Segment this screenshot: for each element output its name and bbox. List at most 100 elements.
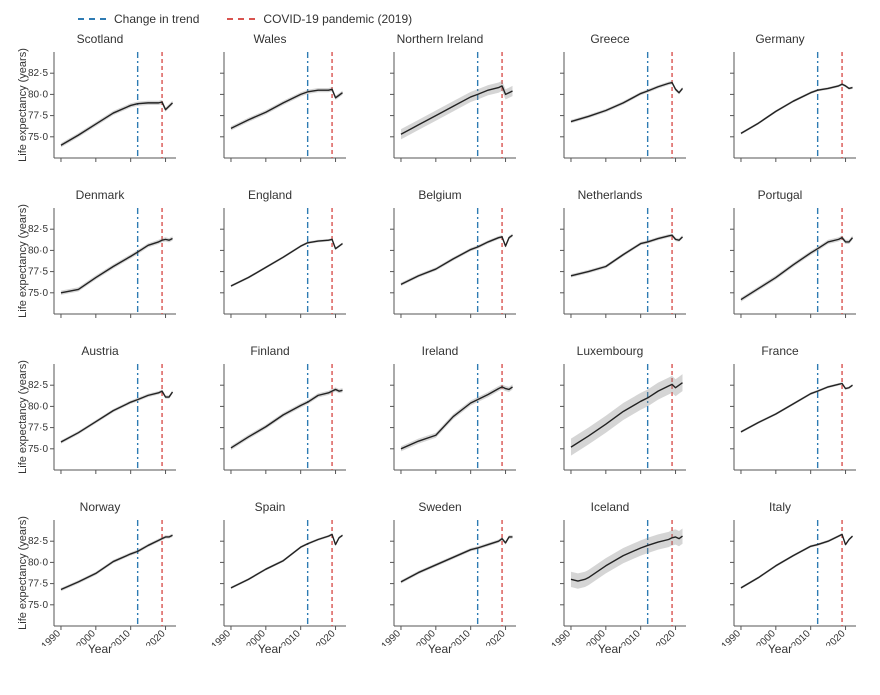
- legend-label-trend: Change in trend: [114, 12, 199, 26]
- panel-italy: Italy 1990 2000 2010 2020: [698, 500, 862, 646]
- panel-title: Italy: [698, 500, 862, 514]
- svg-text:82·5: 82·5: [28, 68, 48, 79]
- panel-plot: [528, 48, 690, 178]
- svg-text:2000: 2000: [584, 628, 608, 646]
- svg-text:Life expectancy (years): Life expectancy (years): [18, 516, 29, 630]
- svg-text:2000: 2000: [244, 628, 268, 646]
- panel-title: Wales: [188, 32, 352, 46]
- panel-title: Luxembourg: [528, 344, 692, 358]
- panel-plot: [188, 360, 350, 490]
- legend-item-trend: Change in trend: [78, 12, 199, 26]
- svg-text:1990: 1990: [210, 628, 234, 646]
- panel-title: Germany: [698, 32, 862, 46]
- panel-title: Portugal: [698, 188, 862, 202]
- panel-netherlands: Netherlands: [528, 188, 692, 334]
- svg-text:82·5: 82·5: [28, 536, 48, 547]
- svg-text:82·5: 82·5: [28, 380, 48, 391]
- svg-text:75·0: 75·0: [28, 600, 48, 611]
- panel-plot: [698, 204, 860, 334]
- svg-text:2010: 2010: [789, 628, 813, 646]
- legend-swatch-trend: [78, 18, 106, 20]
- svg-text:Life expectancy (years): Life expectancy (years): [18, 204, 29, 318]
- svg-text:2020: 2020: [484, 628, 508, 646]
- svg-text:2020: 2020: [654, 628, 678, 646]
- panel-plot: 75·077·580·082·5Life expectancy (years): [18, 360, 180, 490]
- panel-title: Belgium: [358, 188, 522, 202]
- panel-plot: 75·0 77·5 80·0 82·5Life expectancy (years): [18, 48, 180, 178]
- legend: Change in trend COVID-19 pandemic (2019): [78, 12, 862, 26]
- panel-norway: Norway75·077·580·082·51990200020102020Li…: [18, 500, 182, 646]
- panel-wales: Wales: [188, 32, 352, 178]
- panel-title: Norway: [18, 500, 182, 514]
- legend-swatch-covid: [227, 18, 255, 20]
- panel-england: England: [188, 188, 352, 334]
- panel-plot: [528, 204, 690, 334]
- panel-title: Ireland: [358, 344, 522, 358]
- panel-sweden: Sweden 1990 2000 2010 2020: [358, 500, 522, 646]
- svg-text:2010: 2010: [449, 628, 473, 646]
- panel-plot: [698, 360, 860, 490]
- svg-text:80·0: 80·0: [28, 401, 48, 412]
- svg-text:77·5: 77·5: [28, 579, 48, 590]
- svg-text:75·0: 75·0: [28, 444, 48, 455]
- svg-text:1990: 1990: [380, 628, 404, 646]
- panel-plot: [358, 360, 520, 490]
- svg-text:75·0: 75·0: [28, 288, 48, 299]
- svg-text:77·5: 77·5: [28, 423, 48, 434]
- panel-plot: [528, 360, 690, 490]
- panel-title: Iceland: [528, 500, 692, 514]
- panel-plot: [358, 48, 520, 178]
- svg-text:2020: 2020: [144, 628, 168, 646]
- svg-text:2010: 2010: [279, 628, 303, 646]
- panel-title: Austria: [18, 344, 182, 358]
- svg-text:1990: 1990: [720, 628, 744, 646]
- panel-plot: [188, 204, 350, 334]
- panel-title: Spain: [188, 500, 352, 514]
- svg-text:77·5: 77·5: [28, 111, 48, 122]
- svg-text:2010: 2010: [109, 628, 133, 646]
- panel-title: Northern Ireland: [358, 32, 522, 46]
- svg-text:2020: 2020: [314, 628, 338, 646]
- panel-title: England: [188, 188, 352, 202]
- panel-france: France: [698, 344, 862, 490]
- panel-plot: 1990 2000 2010 2020: [358, 516, 520, 646]
- panel-title: Greece: [528, 32, 692, 46]
- svg-text:2000: 2000: [754, 628, 778, 646]
- svg-text:82·5: 82·5: [28, 224, 48, 235]
- panel-austria: Austria75·077·580·082·5Life expectancy (…: [18, 344, 182, 490]
- svg-text:80·0: 80·0: [28, 557, 48, 568]
- panel-portugal: Portugal: [698, 188, 862, 334]
- svg-text:80·0: 80·0: [28, 89, 48, 100]
- svg-text:2000: 2000: [74, 628, 98, 646]
- svg-text:2010: 2010: [619, 628, 643, 646]
- legend-item-covid: COVID-19 pandemic (2019): [227, 12, 412, 26]
- legend-label-covid: COVID-19 pandemic (2019): [263, 12, 412, 26]
- panel-belgium: Belgium: [358, 188, 522, 334]
- panel-scotland: Scotland 75·0 77·5 80·0 82·5Life expectancy …: [18, 32, 182, 178]
- panel-greece: Greece: [528, 32, 692, 178]
- panel-plot: 1990 2000 2010 2020: [528, 516, 690, 646]
- panel-title: Finland: [188, 344, 352, 358]
- panel-plot: 75·077·580·082·51990200020102020Life exp…: [18, 516, 180, 646]
- chart-grid: Scotland75·077·580·082·5Life expectancy …: [18, 32, 862, 646]
- panel-plot: [358, 204, 520, 334]
- panel-spain: Spain 1990 2000 2010 2020: [188, 500, 352, 646]
- svg-text:Life expectancy (years): Life expectancy (years): [18, 48, 29, 162]
- panel-title: Scotland: [18, 32, 182, 46]
- panel-plot: [698, 48, 860, 178]
- svg-text:77·5: 77·5: [28, 267, 48, 278]
- panel-title: Sweden: [358, 500, 522, 514]
- panel-denmark: Denmark75·077·580·082·5Life expectancy (…: [18, 188, 182, 334]
- panel-title: France: [698, 344, 862, 358]
- panel-plot: 75·077·580·082·5Life expectancy (years): [18, 204, 180, 334]
- svg-text:2000: 2000: [414, 628, 438, 646]
- panel-title: Netherlands: [528, 188, 692, 202]
- panel-northern-ireland: Northern Ireland: [358, 32, 522, 178]
- panel-iceland: Iceland 1990 2000 2010 2020: [528, 500, 692, 646]
- svg-text:2020: 2020: [824, 628, 848, 646]
- svg-text:1990: 1990: [550, 628, 574, 646]
- panel-plot: 1990 2000 2010 2020: [188, 516, 350, 646]
- panel-title: Denmark: [18, 188, 182, 202]
- svg-text:75·0: 75·0: [28, 132, 48, 143]
- panel-ireland: Ireland: [358, 344, 522, 490]
